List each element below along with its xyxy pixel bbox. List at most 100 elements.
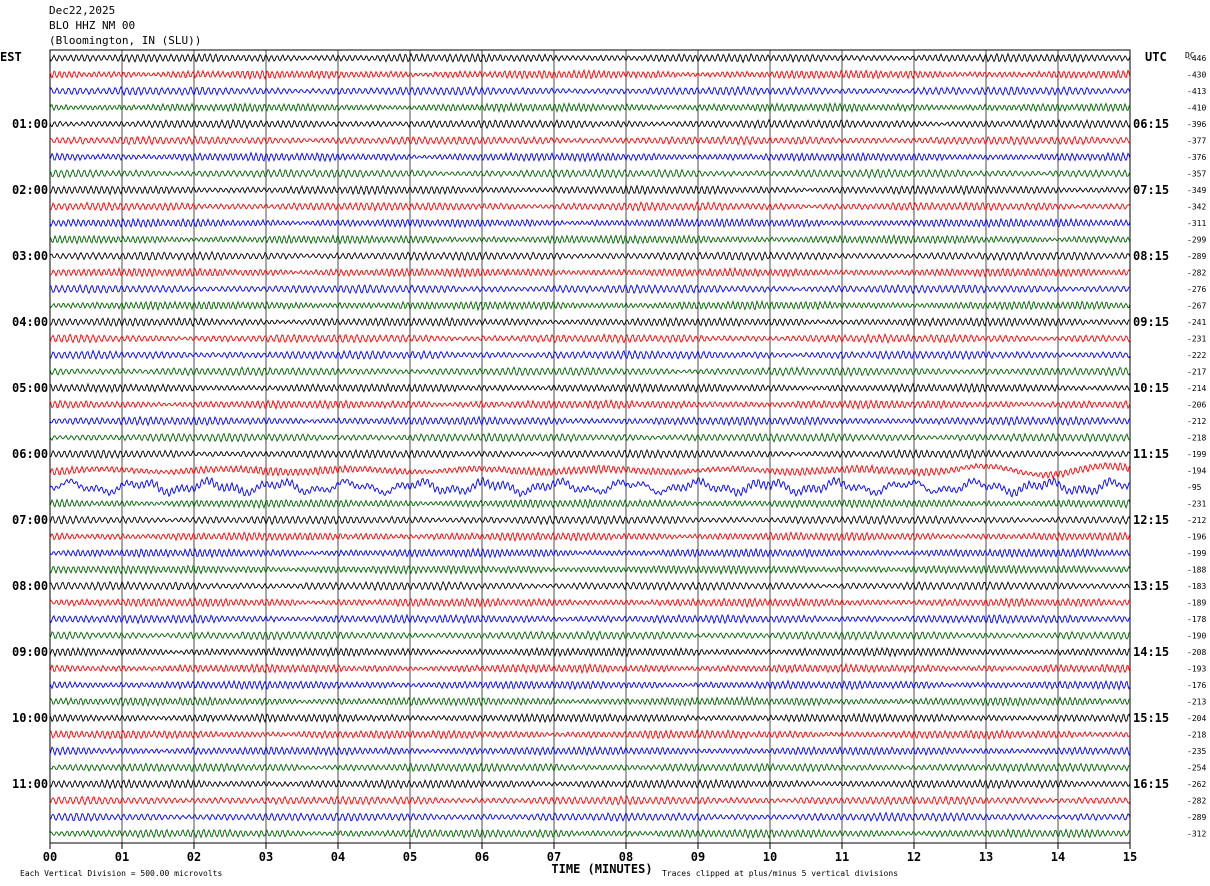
dc-offset-label: -95 (1187, 483, 1202, 492)
est-hour-label: 01:00 (12, 117, 48, 131)
dc-offset-label: -212 (1187, 516, 1206, 525)
est-hour-label: 06:00 (12, 447, 48, 461)
x-tick-label: 02 (187, 850, 201, 864)
vertical-division-note: Each Vertical Division = 500.00 microvol… (20, 869, 222, 878)
dc-offset-label: -377 (1187, 137, 1206, 146)
est-hour-label: 04:00 (12, 315, 48, 329)
seismic-trace (49, 613, 1131, 625)
seismic-trace (49, 283, 1131, 295)
x-tick-label: 04 (331, 850, 345, 864)
dc-offset-label: -430 (1187, 71, 1206, 80)
seismic-trace (49, 712, 1131, 724)
dc-offset-label: -204 (1187, 714, 1206, 723)
seismic-trace (49, 498, 1131, 510)
dc-offset-label: -410 (1187, 104, 1206, 113)
x-tick-label: 03 (259, 850, 273, 864)
dc-offset-label: -222 (1187, 351, 1206, 360)
est-axis-title: EST (0, 50, 22, 64)
dc-offset-label: -176 (1187, 681, 1206, 690)
x-tick-label: 08 (619, 850, 633, 864)
seismic-trace (49, 596, 1131, 609)
dc-offset-label: -188 (1187, 566, 1206, 575)
dc-offset-label: -235 (1187, 747, 1206, 756)
dc-offset-label: -214 (1187, 384, 1206, 393)
dc-offset-label: -194 (1187, 467, 1206, 476)
est-hour-label: 07:00 (12, 513, 48, 527)
seismic-trace (49, 728, 1131, 741)
x-tick-label: 10 (763, 850, 777, 864)
dc-offset-label: -282 (1187, 269, 1206, 278)
est-hour-label: 08:00 (12, 579, 48, 593)
plot-date: Dec22,2025 (49, 4, 116, 17)
x-tick-label: 06 (475, 850, 489, 864)
dc-offset-label: -289 (1187, 252, 1206, 261)
dc-offset-label: -208 (1187, 648, 1206, 657)
seismic-trace (49, 461, 1131, 480)
est-hour-label: 10:00 (12, 711, 48, 725)
dc-offset-label: -193 (1187, 665, 1206, 674)
x-axis-label: TIME (MINUTES) (551, 862, 652, 876)
seismic-trace (49, 415, 1131, 427)
station-location: (Bloomington, IN (SLU)) (49, 34, 202, 47)
utc-hour-label: 16:15 (1133, 777, 1169, 791)
seismic-trace (49, 811, 1131, 823)
seismic-trace (49, 794, 1131, 806)
dc-offset-label: -231 (1187, 335, 1206, 344)
dc-offset-label: -213 (1187, 698, 1206, 707)
x-tick-label: 11 (835, 850, 849, 864)
utc-hour-label: 06:15 (1133, 117, 1169, 131)
dc-offset-label: -189 (1187, 599, 1206, 608)
dc-offset-label: -206 (1187, 401, 1206, 410)
minute-grid (121, 50, 1059, 843)
seismic-trace (49, 168, 1131, 179)
seismic-trace (49, 514, 1131, 526)
plot-frame (49, 49, 1131, 844)
seismic-trace (49, 547, 1131, 559)
dc-offset-label: -231 (1187, 500, 1206, 509)
seismic-trace (49, 630, 1131, 642)
seismic-traces (49, 52, 1131, 840)
dc-offset-label: -267 (1187, 302, 1206, 311)
dc-offset-label: -282 (1187, 797, 1206, 806)
seismic-trace (49, 201, 1131, 213)
seismic-trace (49, 234, 1131, 245)
seismic-trace (49, 68, 1131, 81)
utc-hour-label: 12:15 (1133, 513, 1169, 527)
dc-offset-label: -183 (1187, 582, 1206, 591)
seismic-trace (49, 382, 1131, 394)
dc-offset-label: -262 (1187, 780, 1206, 789)
est-hour-label: 09:00 (12, 645, 48, 659)
dc-offset-label: -342 (1187, 203, 1206, 212)
dc-offset-label: -311 (1187, 219, 1206, 228)
est-hour-label: 11:00 (12, 777, 48, 791)
dc-offset-label: -254 (1187, 764, 1206, 773)
dc-offset-label: -199 (1187, 450, 1206, 459)
seismic-trace (49, 580, 1131, 592)
seismic-trace (49, 135, 1131, 147)
seismic-trace (49, 250, 1131, 262)
est-hour-label: 02:00 (12, 183, 48, 197)
seismic-trace (49, 564, 1131, 576)
utc-hour-label: 08:15 (1133, 249, 1169, 263)
x-tick-label: 01 (115, 850, 129, 864)
x-tick-label: 12 (907, 850, 921, 864)
seismic-trace (49, 366, 1131, 378)
utc-hour-label: 13:15 (1133, 579, 1169, 593)
seismic-trace (49, 530, 1131, 543)
seismic-trace (49, 662, 1131, 675)
dc-offset-label: -190 (1187, 632, 1206, 641)
seismic-trace (49, 266, 1131, 279)
utc-hour-label: 10:15 (1133, 381, 1169, 395)
x-tick-label: 15 (1123, 850, 1137, 864)
utc-hour-label: 11:15 (1133, 447, 1169, 461)
seismic-trace (49, 184, 1131, 196)
dc-offset-label: -276 (1187, 285, 1206, 294)
seismic-trace (49, 646, 1131, 658)
seismic-trace (49, 118, 1131, 130)
seismic-trace (49, 316, 1131, 328)
dc-offset-label: -446 (1187, 54, 1206, 63)
dc-offset-label: -241 (1187, 318, 1206, 327)
dc-offset-label: -396 (1187, 120, 1206, 129)
seismic-trace (49, 52, 1131, 64)
seismic-trace (49, 299, 1131, 312)
